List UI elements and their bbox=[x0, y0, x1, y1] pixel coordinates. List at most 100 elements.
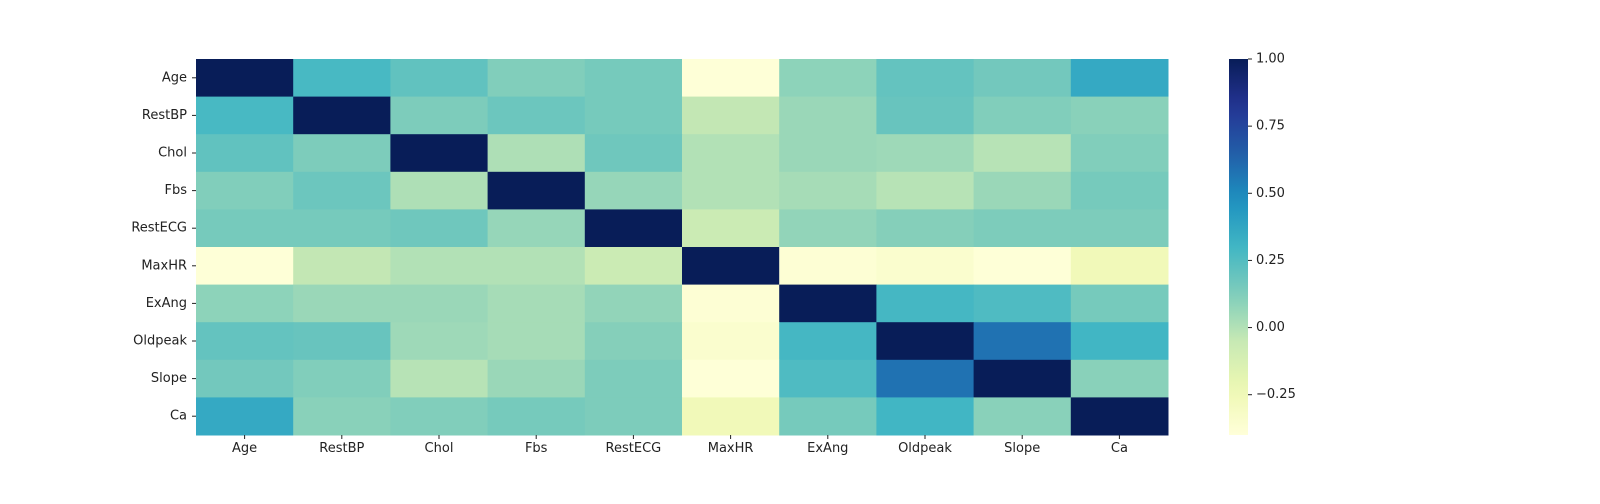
colorbar: 1.00 0.75 0.50 0.25 0.00 −0.25 bbox=[1229, 52, 1296, 435]
heatmap-cell-chol-ca bbox=[1070, 134, 1169, 173]
heatmap-cell-ca-maxhr bbox=[682, 397, 780, 436]
column-labels: Age RestBP Chol Fbs RestECG MaxHR ExAng Oldpeak… bbox=[232, 435, 1128, 456]
y-tick-label: RestBP bbox=[142, 108, 187, 123]
heatmap-cell-slope-restecg bbox=[584, 359, 683, 398]
heatmap-cell-chol-age bbox=[196, 134, 294, 173]
heatmap-cell-age-slope bbox=[973, 59, 1072, 98]
y-tick-label: RestECG bbox=[131, 221, 187, 236]
heatmap-cell-restbp-fbs bbox=[487, 96, 586, 135]
heatmap-cell-slope-age bbox=[196, 359, 294, 398]
heatmap-cell-chol-slope bbox=[973, 134, 1072, 173]
heatmap-cell-fbs-age bbox=[196, 171, 294, 210]
heatmap-cell-chol-maxhr bbox=[682, 134, 780, 173]
heatmap-cell-maxhr-maxhr bbox=[682, 247, 780, 286]
x-tick-label: ExAng bbox=[807, 441, 848, 456]
heatmap-cell-restbp-exang bbox=[779, 96, 877, 135]
heatmap-cell-chol-fbs bbox=[487, 134, 586, 173]
heatmap-cell-restbp-age bbox=[196, 96, 294, 135]
heatmap-cell-slope-exang bbox=[779, 359, 877, 398]
heatmap-cell-restbp-chol bbox=[390, 96, 489, 135]
heatmap-cell-exang-restecg bbox=[584, 284, 683, 323]
row-labels: Age RestBP Chol Fbs RestECG MaxHR ExAng Oldpeak… bbox=[131, 70, 196, 424]
heatmap-cell-restbp-oldpeak bbox=[876, 96, 975, 135]
heatmap-cell-oldpeak-ca bbox=[1070, 322, 1169, 361]
y-tick-label: Fbs bbox=[164, 183, 187, 198]
heatmap-cell-oldpeak-restbp bbox=[293, 322, 391, 361]
heatmap-cell-restecg-ca bbox=[1070, 209, 1169, 248]
heatmap-cell-age-fbs bbox=[487, 59, 586, 98]
heatmap-cell-maxhr-slope bbox=[973, 247, 1072, 286]
colorbar-tick-label: 0.50 bbox=[1256, 186, 1285, 201]
heatmap-cell-maxhr-chol bbox=[390, 247, 489, 286]
heatmap-cell-ca-fbs bbox=[487, 397, 586, 436]
heatmap-cell-exang-ca bbox=[1070, 284, 1169, 323]
heatmap-cell-oldpeak-age bbox=[196, 322, 294, 361]
heatmap-cell-age-age bbox=[196, 59, 294, 98]
heatmap-cell-age-restbp bbox=[293, 59, 391, 98]
heatmap-cell-age-ca bbox=[1070, 59, 1169, 98]
heatmap-cell-oldpeak-slope bbox=[973, 322, 1072, 361]
heatmap-cell-fbs-maxhr bbox=[682, 171, 780, 210]
heatmap-cell-slope-maxhr bbox=[682, 359, 780, 398]
heatmap-cell-chol-exang bbox=[779, 134, 877, 173]
y-tick-label: Ca bbox=[170, 409, 187, 424]
heatmap-cell-chol-oldpeak bbox=[876, 134, 975, 173]
colorbar-tick-label: 0.25 bbox=[1256, 253, 1285, 268]
heatmap-cell-oldpeak-restecg bbox=[584, 322, 683, 361]
x-tick-label: MaxHR bbox=[708, 441, 754, 456]
heatmap-cell-maxhr-restbp bbox=[293, 247, 391, 286]
heatmap-cell-maxhr-exang bbox=[779, 247, 877, 286]
heatmap-cell-restbp-restbp bbox=[293, 96, 391, 135]
heatmap-cell-oldpeak-exang bbox=[779, 322, 877, 361]
heatmap-cell-ca-restecg bbox=[584, 397, 683, 436]
heatmap-cells bbox=[196, 59, 1169, 436]
heatmap-cell-exang-exang bbox=[779, 284, 877, 323]
heatmap-cell-exang-slope bbox=[973, 284, 1072, 323]
heatmap-cell-chol-chol bbox=[390, 134, 489, 173]
heatmap-cell-slope-fbs bbox=[487, 359, 586, 398]
x-tick-label: Oldpeak bbox=[898, 441, 952, 456]
heatmap-cell-exang-maxhr bbox=[682, 284, 780, 323]
heatmap-cell-ca-oldpeak bbox=[876, 397, 975, 436]
y-tick-label: MaxHR bbox=[141, 258, 187, 273]
heatmap-cell-oldpeak-maxhr bbox=[682, 322, 780, 361]
heatmap-cell-exang-age bbox=[196, 284, 294, 323]
heatmap-cell-restbp-ca bbox=[1070, 96, 1169, 135]
heatmap-cell-fbs-exang bbox=[779, 171, 877, 210]
heatmap-cell-restecg-fbs bbox=[487, 209, 586, 248]
heatmap-cell-age-maxhr bbox=[682, 59, 780, 98]
heatmap-cell-maxhr-fbs bbox=[487, 247, 586, 286]
heatmap-cell-oldpeak-fbs bbox=[487, 322, 586, 361]
heatmap-cell-oldpeak-chol bbox=[390, 322, 489, 361]
heatmap-cell-oldpeak-oldpeak bbox=[876, 322, 975, 361]
heatmap-cell-maxhr-restecg bbox=[584, 247, 683, 286]
heatmap-cell-restecg-restbp bbox=[293, 209, 391, 248]
heatmap-cell-restecg-age bbox=[196, 209, 294, 248]
heatmap-cell-ca-ca bbox=[1070, 397, 1169, 436]
heatmap-cell-ca-exang bbox=[779, 397, 877, 436]
colorbar-tick-label: 0.75 bbox=[1256, 119, 1285, 134]
x-tick-label: Age bbox=[232, 441, 257, 456]
heatmap-cell-age-chol bbox=[390, 59, 489, 98]
heatmap-cell-restecg-exang bbox=[779, 209, 877, 248]
heatmap-cell-maxhr-age bbox=[196, 247, 294, 286]
heatmap-cell-exang-restbp bbox=[293, 284, 391, 323]
heatmap-cell-restecg-slope bbox=[973, 209, 1072, 248]
heatmap-cell-restecg-restecg bbox=[584, 209, 683, 248]
heatmap-cell-fbs-restbp bbox=[293, 171, 391, 210]
heatmap-cell-age-restecg bbox=[584, 59, 683, 98]
heatmap-cell-exang-oldpeak bbox=[876, 284, 975, 323]
heatmap-cell-restbp-slope bbox=[973, 96, 1072, 135]
heatmap-cell-ca-chol bbox=[390, 397, 489, 436]
heatmap-cell-restecg-oldpeak bbox=[876, 209, 975, 248]
heatmap-cell-restecg-maxhr bbox=[682, 209, 780, 248]
x-tick-label: Slope bbox=[1004, 441, 1040, 456]
colorbar-tick-label: 1.00 bbox=[1256, 52, 1285, 67]
x-tick-label: Chol bbox=[425, 441, 454, 456]
heatmap-cell-slope-oldpeak bbox=[876, 359, 975, 398]
heatmap-cell-fbs-fbs bbox=[487, 171, 586, 210]
heatmap-cell-exang-chol bbox=[390, 284, 489, 323]
heatmap-cell-fbs-restecg bbox=[584, 171, 683, 210]
heatmap-cell-fbs-chol bbox=[390, 171, 489, 210]
